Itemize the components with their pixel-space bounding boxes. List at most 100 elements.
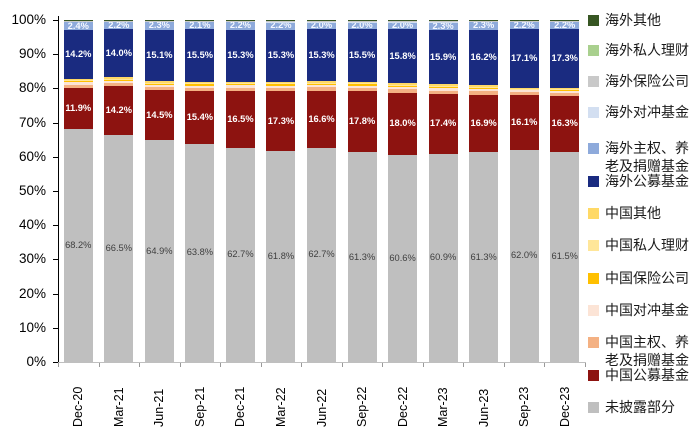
bar-segment xyxy=(509,94,539,150)
bar-segment xyxy=(388,21,418,23)
y-axis-tick xyxy=(53,20,58,21)
bar-segment xyxy=(388,93,418,155)
legend-label: 海外公募基金 xyxy=(605,173,689,189)
y-axis-label: 40% xyxy=(18,217,46,233)
bar-segment xyxy=(469,94,499,153)
bar-segment xyxy=(144,87,174,91)
segment-label: 68.2% xyxy=(65,239,92,250)
bar-segment xyxy=(388,89,418,94)
segment-label: 17.1% xyxy=(511,52,538,63)
segment-label: 2.2% xyxy=(108,20,130,31)
bar-segment xyxy=(388,85,418,88)
segment-label: 17.4% xyxy=(429,118,457,129)
bar-segment xyxy=(225,29,255,82)
bar-segment xyxy=(144,84,174,88)
bar-segment xyxy=(347,28,377,82)
bar-segment xyxy=(63,81,93,83)
bar-segment xyxy=(509,89,539,91)
bar-segment xyxy=(347,87,377,92)
x-axis-tick xyxy=(341,363,343,367)
bar-segment xyxy=(266,85,296,88)
bar-segment xyxy=(509,21,539,30)
bar-segment xyxy=(266,83,296,85)
segment-label: 16.2% xyxy=(470,52,497,63)
bar-segment xyxy=(428,85,458,87)
bar-segment xyxy=(225,21,255,22)
bar-segment xyxy=(185,21,215,30)
bar-segment xyxy=(104,79,134,81)
bar-segment xyxy=(347,85,377,88)
bar-segment xyxy=(550,95,580,152)
segment-label: 61.8% xyxy=(267,250,295,261)
bar-segment xyxy=(307,147,336,362)
legend-item: 海外主权、养老及捐赠基金 xyxy=(588,140,695,175)
bar-segment xyxy=(469,22,499,30)
segment-label: 2.3% xyxy=(473,20,495,31)
y-axis-line xyxy=(58,16,59,362)
legend-swatch xyxy=(588,176,599,187)
bar-segment xyxy=(428,86,458,89)
legend-item: 海外私人理财 xyxy=(588,42,695,60)
bar-segment xyxy=(307,90,336,148)
bar-segment xyxy=(144,29,174,82)
bar-segment xyxy=(347,81,377,84)
y-axis-tick xyxy=(53,293,58,295)
bar-segment xyxy=(104,86,134,135)
segment-label: 2.3% xyxy=(432,20,454,31)
segment-label: 66.5% xyxy=(105,242,132,253)
segment-label: 15.4% xyxy=(186,111,214,122)
bar-segment xyxy=(185,82,215,84)
bar-segment xyxy=(63,30,93,79)
segment-label: 14.5% xyxy=(146,109,173,120)
x-axis-tick xyxy=(260,363,262,367)
bar-segment xyxy=(266,91,296,151)
legend-item: 中国主权、养老及捐赠基金 xyxy=(588,334,695,369)
x-axis-label: Sep-22 xyxy=(355,386,370,427)
y-axis-label: 20% xyxy=(18,285,46,301)
chart-legend: 海外其他 海外私人理财 海外保险公司 海外对冲基金 海外主权、养老及捐赠基金 海外公募基金… xyxy=(588,0,700,430)
bar-segment xyxy=(63,80,93,82)
bar-segment xyxy=(469,87,499,89)
segment-label: 60.6% xyxy=(389,252,416,263)
segment-label: 16.9% xyxy=(470,117,497,128)
bar-segment xyxy=(104,21,134,22)
segment-label: 64.9% xyxy=(146,245,173,256)
x-axis-label: Jun-23 xyxy=(476,388,491,427)
legend-item: 海外保险公司 xyxy=(588,73,695,91)
legend-swatch xyxy=(588,370,599,381)
y-axis-tick xyxy=(53,225,58,227)
x-axis-tick xyxy=(503,363,505,367)
segment-label: 2.2% xyxy=(513,19,535,30)
legend-label: 中国其他 xyxy=(605,205,661,221)
x-axis-label: Dec-23 xyxy=(557,386,572,427)
bar-segment xyxy=(347,20,377,22)
segment-label: 61.3% xyxy=(470,251,497,262)
bar-segment xyxy=(144,83,174,85)
x-axis-label: Dec-21 xyxy=(233,386,248,427)
segment-label: 61.5% xyxy=(551,251,578,262)
bar-segment xyxy=(347,21,377,23)
bar-segment xyxy=(63,128,93,362)
legend-item: 未披露部分 xyxy=(588,399,695,417)
legend-item: 海外其他 xyxy=(588,12,695,30)
bar-segment xyxy=(266,29,296,82)
bar-segment xyxy=(185,85,215,88)
bar-segment xyxy=(509,20,539,22)
bar-segment xyxy=(509,149,539,362)
legend-item: 中国保险公司 xyxy=(588,270,695,288)
segment-label: 2.1% xyxy=(189,20,211,31)
bar-segment xyxy=(104,78,134,80)
legend-label: 中国公募基金 xyxy=(605,367,689,383)
x-axis-tick xyxy=(179,363,181,367)
x-axis-tick xyxy=(220,363,222,367)
bar-segment xyxy=(266,84,296,86)
bar-segment xyxy=(307,28,336,82)
segment-label: 15.8% xyxy=(389,50,416,61)
legend-swatch xyxy=(588,305,599,316)
bar-segment xyxy=(225,81,255,84)
segment-label: 17.3% xyxy=(551,53,578,64)
bar-segment xyxy=(347,91,377,153)
legend-item: 中国对冲基金 xyxy=(588,302,695,320)
bar-segment xyxy=(144,81,174,83)
bar-segment xyxy=(550,151,580,362)
